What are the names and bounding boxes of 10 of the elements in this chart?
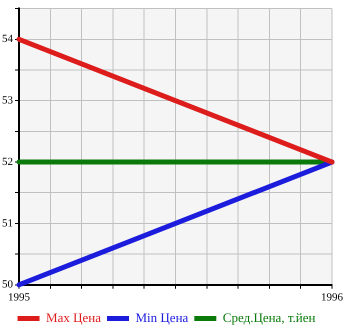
legend-label: Сред.Цена, т.йен — [222, 310, 316, 325]
legend-label: Max Цена — [46, 310, 102, 325]
y-tick-label: 51 — [2, 217, 13, 230]
y-tick-label: 53 — [2, 94, 14, 107]
y-tick-label: 54 — [2, 33, 14, 46]
x-tick-label: 1996 — [321, 291, 344, 304]
legend-label: Min Цена — [136, 310, 189, 325]
y-tick-label: 50 — [2, 278, 14, 291]
x-tick-label: 1995 — [8, 291, 30, 304]
y-tick-label: 52 — [2, 156, 13, 168]
